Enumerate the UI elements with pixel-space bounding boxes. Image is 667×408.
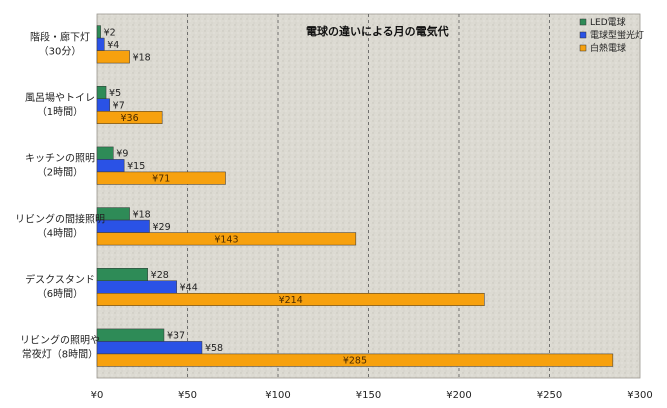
bar [96,146,114,160]
data-label: ¥143 [214,234,238,245]
x-tick-label: ¥200 [446,390,471,401]
legend-swatch [579,44,587,52]
x-tick-label: ¥50 [178,390,197,401]
legend-swatch [579,31,587,39]
category-label: 階段・廊下灯 [30,30,90,43]
data-label: ¥44 [180,283,198,294]
data-label: ¥4 [107,40,119,51]
bar [96,268,148,281]
data-label: ¥5 [109,88,121,99]
legend-label: LED電球 [590,16,626,28]
data-label: ¥7 [113,101,125,112]
bar [96,111,163,124]
data-label: ¥18 [133,52,151,63]
legend-label: 白熱電球 [590,42,626,54]
category-label: リビングの間接照明 [15,212,105,225]
bar [96,328,165,342]
category-label: （30分） [39,45,82,57]
data-label: ¥18 [133,209,151,220]
category-label: （6時間） [37,288,83,300]
data-label: ¥9 [116,149,128,160]
data-label: ¥58 [205,343,223,354]
bar [96,37,105,51]
data-label: ¥15 [127,161,145,172]
bar [96,98,110,112]
bar [96,280,177,294]
data-label: ¥214 [279,295,303,306]
category-label: （4時間） [37,227,83,239]
bar [96,159,125,173]
x-tick-label: ¥100 [265,390,290,401]
bar [96,50,130,64]
data-label: ¥37 [167,331,185,342]
x-tick-label: ¥150 [356,390,381,401]
x-tick-label: ¥0 [91,390,104,401]
bar [96,232,357,246]
category-labels-group: 階段・廊下灯 （30分） 風呂場やトイレ （1時間） キッチンの照明 （2時間） リビングの… [15,30,105,360]
legend-swatch [579,18,587,26]
data-label: ¥36 [121,113,139,124]
data-label: ¥28 [151,270,169,281]
category-label: リビングの照明や [20,334,100,347]
data-label: ¥285 [343,356,367,367]
category-label: キッチンの照明 [25,153,95,165]
data-label: ¥2 [104,27,116,38]
category-label: （2時間） [37,167,83,179]
chart-title: 電球の違いによる月の電気代 [306,24,449,38]
category-label: （1時間） [37,106,83,118]
x-tick-labels-group: ¥0 ¥50 ¥100 ¥150 ¥200 ¥250 ¥300 [91,390,653,401]
category-label: デスクスタンド [25,273,95,286]
bars-group [96,25,614,367]
bar [96,293,485,306]
grid-lines [187,14,550,378]
category-label: 風呂場やトイレ [25,91,95,104]
x-tick-label: ¥250 [537,390,562,401]
bar [96,86,107,99]
bar [96,353,614,367]
data-labels-group: ¥2¥4¥18¥5¥7¥36¥9¥15¥71¥18¥29¥143¥28¥44¥2… [104,27,367,366]
data-label: ¥71 [152,174,170,185]
bar [96,341,203,355]
bar [96,171,226,185]
legend-label: 電球型蛍光灯 [590,29,644,41]
data-label: ¥29 [152,222,170,233]
bar [96,25,101,39]
category-label: 常夜灯（8時間） [22,348,98,361]
x-tick-label: ¥300 [627,390,652,401]
